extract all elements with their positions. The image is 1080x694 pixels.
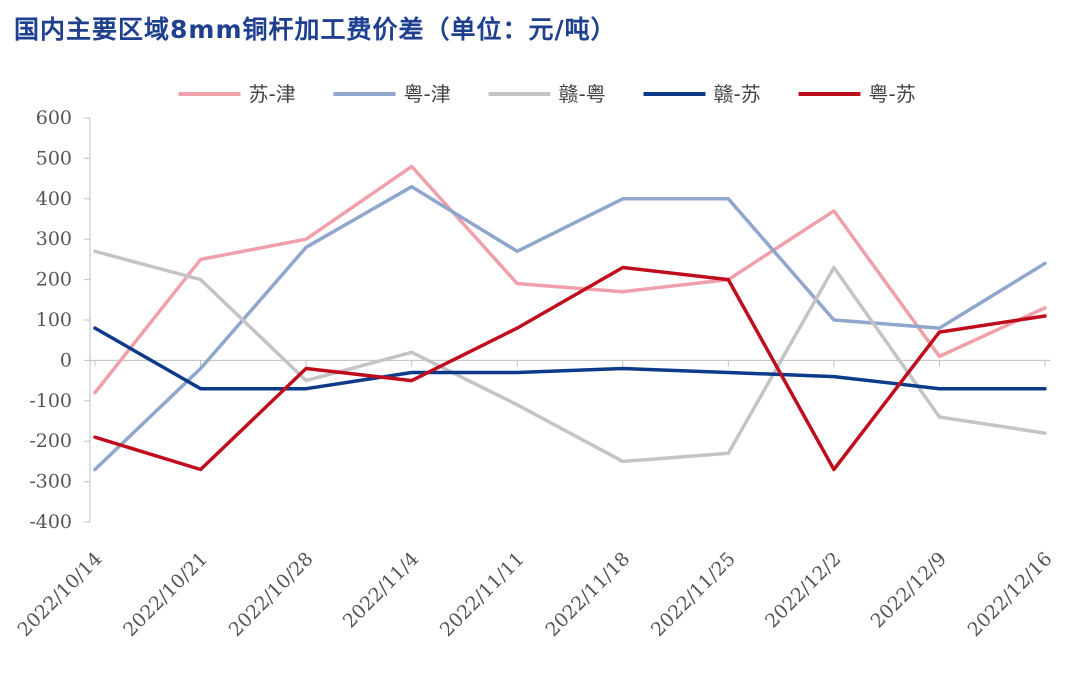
y-tick-label: -200 <box>29 430 72 452</box>
x-tick-label: 2022/10/28 <box>225 548 318 641</box>
series-line <box>93 249 1047 464</box>
x-tick-label: 2022/11/18 <box>541 548 634 641</box>
legend-label: 苏-津 <box>249 82 296 106</box>
y-tick-label: 500 <box>36 147 72 169</box>
chart-axes: 600 500 400 300 200 100 0 -100 -200 -300 -400 2022/… <box>14 107 1057 641</box>
series-line <box>93 164 1047 395</box>
x-tick-label: 2022/10/21 <box>119 548 212 641</box>
y-tick-label: 600 <box>36 107 72 129</box>
chart-title: 国内主要区域8mm铜杆加工费价差（单位：元/吨） <box>14 15 617 44</box>
x-tick-label: 2022/11/25 <box>647 548 740 641</box>
x-tick-label: 2022/12/2 <box>761 548 845 632</box>
legend-label: 粤-苏 <box>869 82 916 106</box>
y-tick-label: -400 <box>29 511 72 533</box>
series-lines <box>93 164 1047 472</box>
y-tick-label: 200 <box>36 269 72 291</box>
legend-label: 粤-津 <box>404 82 451 106</box>
y-tick-label: -100 <box>29 390 72 412</box>
y-tick-label: -300 <box>29 471 72 493</box>
series-line <box>93 265 1047 472</box>
y-tick-label: 400 <box>36 188 72 210</box>
x-tick-label: 2022/11/11 <box>436 548 529 641</box>
legend-label: 赣-粤 <box>559 82 606 106</box>
series-line <box>93 326 1047 391</box>
x-tick-label: 2022/12/9 <box>867 548 951 632</box>
x-tick-label: 2022/10/14 <box>14 548 107 641</box>
x-tick-label: 2022/11/4 <box>339 548 423 632</box>
legend: 苏-津 粤-津 赣-粤 赣-苏 粤-苏 <box>178 82 916 106</box>
legend-label: 赣-苏 <box>714 82 761 106</box>
y-tick-label: 300 <box>36 228 72 250</box>
x-tick-label: 2022/12/16 <box>964 548 1057 641</box>
y-tick-label: 100 <box>36 309 72 331</box>
series-line <box>93 184 1047 472</box>
y-tick-label: 0 <box>60 349 72 371</box>
